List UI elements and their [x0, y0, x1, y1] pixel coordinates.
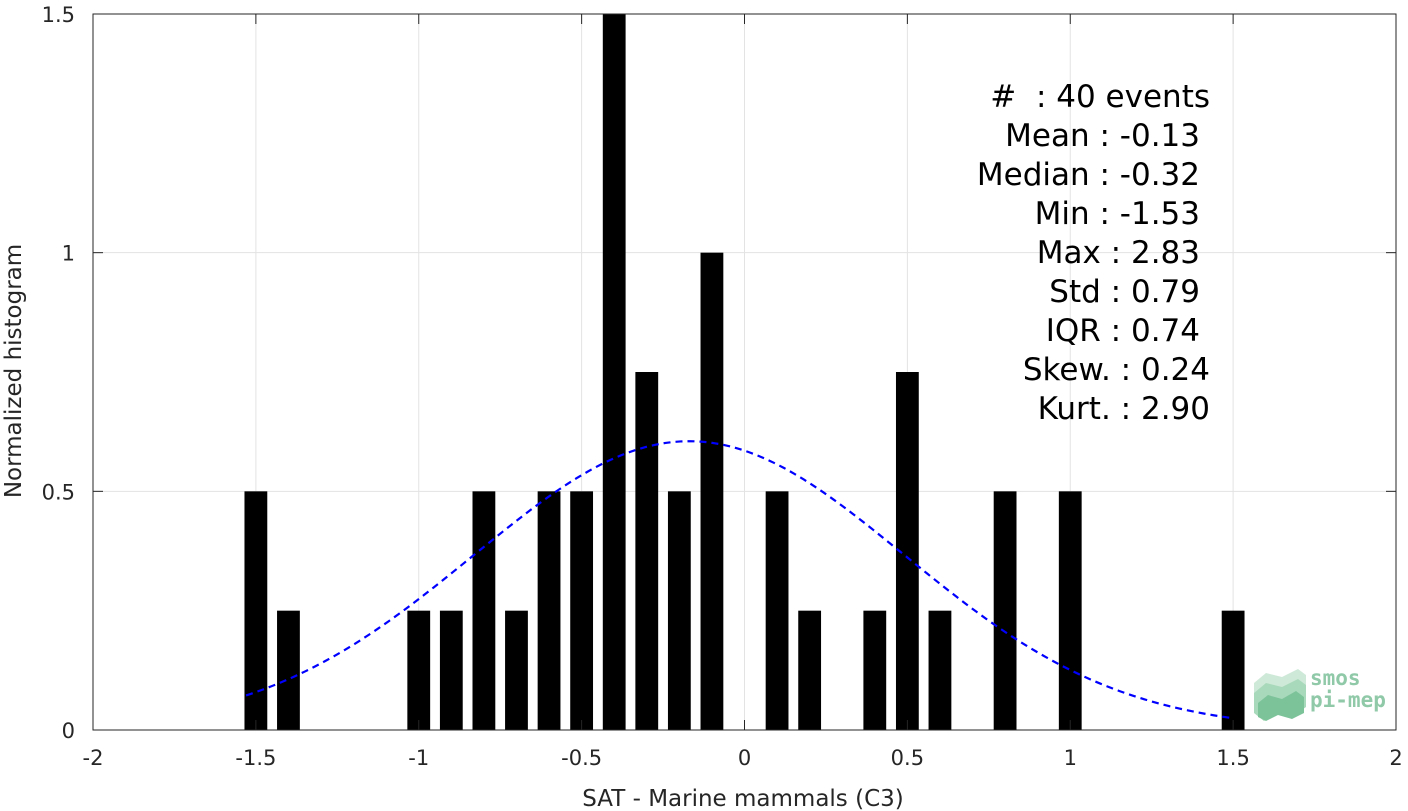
histogram-bar — [407, 610, 431, 730]
stat-value: -0.32 — [1119, 157, 1200, 193]
x-tick-label: 2 — [1389, 746, 1402, 770]
stat-label: IQR : — [1045, 313, 1131, 349]
histogram-bar — [765, 491, 789, 730]
histogram-bar — [439, 610, 463, 730]
stat-value: -1.53 — [1119, 196, 1200, 232]
stat-value: 0.74 — [1130, 313, 1200, 349]
histogram-bar — [700, 252, 724, 730]
stat-label: Skew. : — [1022, 352, 1141, 388]
histogram-bar — [863, 610, 887, 730]
stat-value: -0.13 — [1119, 118, 1200, 154]
x-tick-label: 0.5 — [891, 746, 924, 770]
y-tick-label: 1.5 — [42, 3, 75, 27]
histogram-bar — [537, 491, 561, 730]
stat-row: Median : -0.32 — [900, 156, 1210, 195]
stat-value: 40 events — [1056, 79, 1210, 115]
x-axis-label: SAT - Marine mammals (C3) — [582, 786, 904, 811]
histogram-bar — [570, 491, 594, 730]
logo-text-smos: smos — [1310, 666, 1361, 690]
x-tick-label: -0.5 — [561, 746, 602, 770]
x-tick-label: 0 — [738, 746, 751, 770]
histogram-bar — [993, 491, 1017, 730]
stat-label: Kurt. : — [1037, 391, 1141, 427]
x-tick-label: -1.5 — [235, 746, 276, 770]
stat-row: Kurt. : 2.90 — [900, 390, 1210, 429]
stat-value: 2.90 — [1140, 391, 1210, 427]
y-axis-label: Normalized histogram — [1, 244, 27, 498]
stat-row: IQR : 0.74 — [900, 312, 1210, 351]
x-tick-label: 1.5 — [1216, 746, 1249, 770]
histogram-bar — [798, 610, 822, 730]
histogram-bar — [472, 491, 496, 730]
histogram-bar — [505, 610, 528, 730]
stat-label: Std : — [1049, 274, 1131, 310]
y-tick-label: 0.5 — [42, 480, 75, 504]
tick-labels: -2 -1.5 -1 -0.5 0 0.5 1 1.5 2 0 0.5 1 1.5 — [42, 3, 1403, 770]
fit-curve-line — [245, 440, 1234, 720]
stat-label: Median : — [976, 157, 1120, 193]
stat-row: Skew. : 0.24 — [900, 351, 1210, 390]
stat-row: Mean : -0.13 — [900, 117, 1210, 156]
stat-value: 0.24 — [1140, 352, 1210, 388]
stat-label: Mean : — [1005, 118, 1120, 154]
x-tick-label: -1 — [408, 746, 429, 770]
histogram-bar — [895, 372, 919, 730]
histogram-bar — [667, 491, 691, 730]
histogram-bar — [928, 610, 952, 730]
histogram-bar — [1058, 491, 1082, 730]
axes-frame — [92, 13, 1397, 731]
histogram-bar — [635, 372, 659, 730]
stat-label: # : — [990, 79, 1057, 115]
statistics-panel: # : 40 events Mean : -0.13 Median : -0.32 M… — [900, 78, 1210, 429]
stat-label: Min : — [1034, 196, 1120, 232]
stat-row: Max : 2.83 — [900, 234, 1210, 273]
histogram-bar — [277, 610, 300, 730]
stat-row: # : 40 events — [900, 78, 1210, 117]
histogram-bar — [244, 491, 268, 730]
smos-pi-mep-logo: smos pi-mep — [1252, 667, 1392, 721]
logo-waves-icon — [1254, 669, 1306, 721]
histogram-bar — [602, 14, 626, 730]
y-tick-label: 0 — [62, 719, 75, 743]
stat-row: Min : -1.53 — [900, 195, 1210, 234]
normal-fit-curve — [245, 440, 1234, 720]
logo-text-pimep: pi-mep — [1310, 688, 1386, 712]
stat-label: Max : — [1036, 235, 1131, 271]
stat-value: 0.79 — [1130, 274, 1200, 310]
stat-row: Std : 0.79 — [900, 273, 1210, 312]
stat-value: 2.83 — [1130, 235, 1200, 271]
y-tick-label: 1 — [62, 242, 75, 266]
histogram-bars — [244, 14, 1245, 730]
x-tick-label: 1 — [1064, 746, 1077, 770]
x-tick-label: -2 — [83, 746, 104, 770]
histogram-bar — [1221, 610, 1245, 730]
